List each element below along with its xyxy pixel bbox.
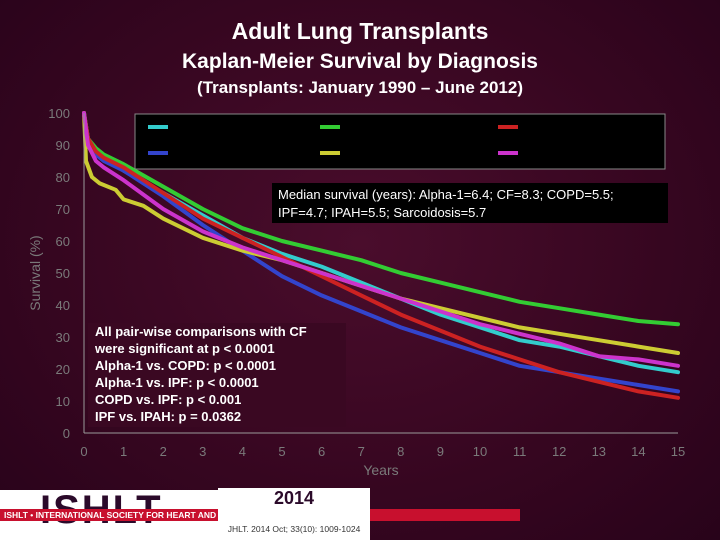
x-tick-label: 12 (552, 444, 566, 459)
x-tick-label: 9 (437, 444, 444, 459)
median-survival-line-1: Median survival (years): Alpha-1=6.4; CF… (278, 187, 614, 202)
pairwise-line: All pair-wise comparisons with CF (95, 324, 307, 339)
y-tick-label: 60 (56, 234, 70, 249)
x-tick-label: 1 (120, 444, 127, 459)
pairwise-line: IPF vs. IPAH: p = 0.0362 (95, 409, 241, 424)
series-line-cf (82, 111, 680, 327)
pairwise-line: were significant at p < 0.0001 (94, 341, 275, 356)
x-tick-label: 4 (239, 444, 246, 459)
slide-subtitle: Kaplan-Meier Survival by Diagnosis (182, 50, 538, 73)
x-tick-label: 3 (199, 444, 206, 459)
y-axis-label: Survival (%) (27, 235, 43, 310)
slide-period: (Transplants: January 1990 – June 2012) (197, 78, 523, 97)
citation-reference: JHLT. 2014 Oct; 33(10): 1009-1024 (227, 524, 361, 534)
x-tick-label: 6 (318, 444, 325, 459)
x-tick-label: 10 (473, 444, 487, 459)
legend-label: Alpha-1 (176, 120, 221, 135)
legend (134, 113, 666, 170)
x-tick-label: 0 (80, 444, 87, 459)
x-tick-label: 5 (278, 444, 285, 459)
series-line-ipah (82, 111, 680, 400)
median-survival-line-2: IPF=4.7; IPAH=5.5; Sarcoidosis=5.7 (278, 205, 486, 220)
pairwise-line: COPD vs. IPF: p < 0.001 (95, 392, 241, 407)
ishlt-logo-subtitle: ISHLT • INTERNATIONAL SOCIETY FOR HEART … (4, 510, 328, 520)
y-tick-label: 70 (56, 202, 70, 217)
pairwise-line: Alpha-1 vs. IPF: p < 0.0001 (95, 375, 259, 390)
y-tick-label: 20 (56, 362, 70, 377)
legend-label: Sarcoidosis (526, 146, 594, 161)
legend-label: COPD (176, 146, 214, 161)
x-tick-label: 13 (592, 444, 606, 459)
series-line-sarcoidosis (82, 111, 680, 368)
y-tick-label: 50 (56, 266, 70, 281)
median-survival-box (272, 183, 668, 223)
legend-label: IPF (348, 146, 368, 161)
citation-box (218, 488, 370, 540)
x-axis-label: Years (363, 462, 398, 478)
pairwise-box (88, 323, 346, 427)
y-tick-label: 90 (56, 138, 70, 153)
x-tick-label: 7 (358, 444, 365, 459)
x-tick-label: 11 (513, 444, 527, 459)
y-tick-label: 80 (56, 170, 70, 185)
x-tick-label: 15 (671, 444, 685, 459)
y-tick-label: 100 (48, 106, 70, 121)
x-tick-label: 8 (397, 444, 404, 459)
x-tick-label: 2 (160, 444, 167, 459)
slide-title: Adult Lung Transplants (231, 18, 489, 44)
legend-label: CF (348, 120, 365, 135)
x-tick-label: 14 (631, 444, 645, 459)
y-tick-label: 10 (56, 394, 70, 409)
legend-label: IPAH (526, 120, 555, 135)
y-tick-label: 40 (56, 298, 70, 313)
y-tick-label: 30 (56, 330, 70, 345)
citation-year: 2014 (273, 488, 315, 508)
pairwise-line: Alpha-1 vs. COPD: p < 0.0001 (95, 358, 276, 373)
y-tick-label: 0 (63, 426, 70, 441)
